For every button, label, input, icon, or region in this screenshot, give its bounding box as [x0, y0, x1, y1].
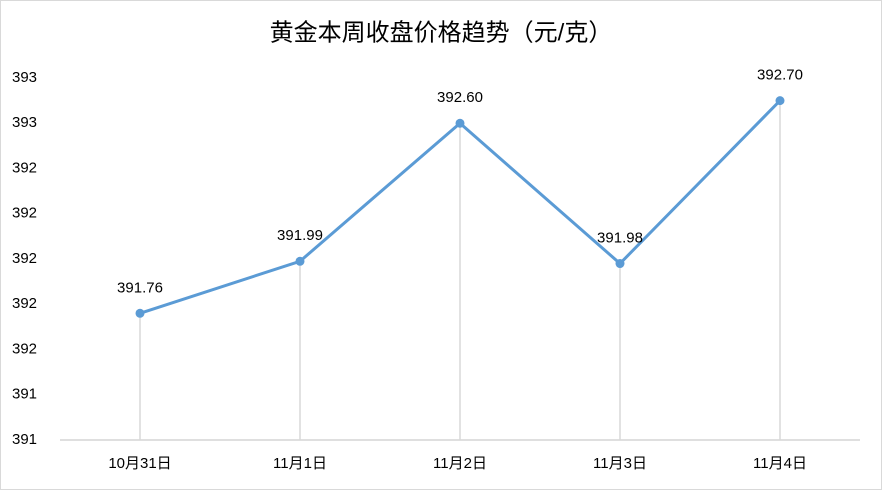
y-tick-label: 391 — [12, 431, 37, 448]
point — [775, 96, 785, 106]
x-tick-label: 11月1日 — [273, 455, 327, 472]
data-label: 392.60 — [437, 89, 483, 106]
y-tick-label: 392 — [12, 295, 37, 312]
point — [295, 256, 305, 266]
y-tick-label: 393 — [12, 69, 37, 86]
point — [135, 308, 145, 318]
data-label: 391.76 — [117, 279, 163, 296]
x-tick-label: 11月2日 — [433, 455, 487, 472]
data-label: 391.98 — [597, 229, 643, 246]
y-tick-label: 392 — [12, 205, 37, 222]
y-tick-label: 392 — [12, 250, 37, 267]
data-label: 392.70 — [757, 67, 803, 84]
y-tick-label: 392 — [12, 340, 37, 357]
y-tick-label: 393 — [12, 114, 37, 131]
x-tick-label: 11月3日 — [593, 455, 647, 472]
data-label: 391.99 — [277, 227, 323, 244]
x-tick-label: 10月31日 — [108, 455, 171, 472]
chart-title: 黄金本周收盘价格趋势（元/克） — [270, 19, 613, 46]
point — [615, 259, 625, 269]
x-tick-label: 11月4日 — [753, 455, 807, 472]
y-tick-label: 392 — [12, 159, 37, 176]
point — [455, 118, 465, 128]
y-tick-label: 391 — [12, 386, 37, 403]
